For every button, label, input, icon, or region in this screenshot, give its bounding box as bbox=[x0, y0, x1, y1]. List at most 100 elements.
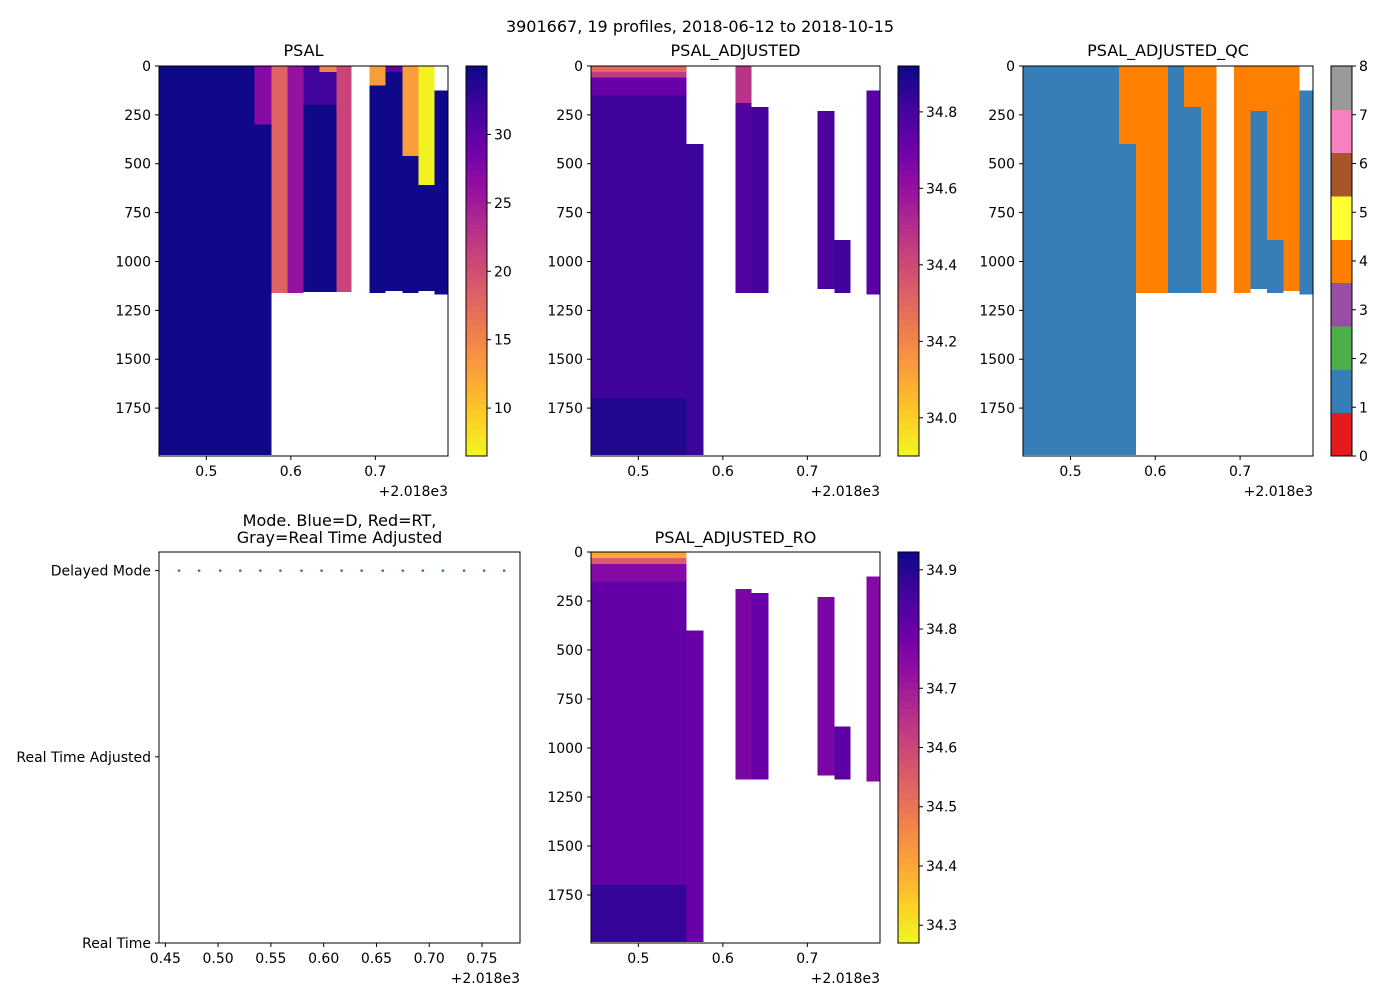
y-tick-label: 250 bbox=[556, 594, 583, 610]
colorbar-gradient-step bbox=[466, 92, 487, 100]
colorbar-gradient-step bbox=[898, 630, 919, 638]
colorbar-gradient-step bbox=[898, 571, 919, 579]
colorbar-gradient-step bbox=[898, 649, 919, 657]
heatmap-cell bbox=[1184, 66, 1202, 108]
heatmap-cell bbox=[1184, 107, 1202, 293]
colorbar-tick-label: 34.6 bbox=[926, 181, 957, 197]
scatter-point bbox=[259, 569, 262, 572]
colorbar-swatch bbox=[1331, 66, 1352, 110]
colorbar-gradient-step bbox=[898, 858, 919, 866]
colorbar-gradient-step bbox=[898, 326, 919, 334]
colorbar-gradient-step bbox=[466, 384, 487, 392]
colorbar-gradient-step bbox=[466, 98, 487, 106]
colorbar-gradient-step bbox=[898, 261, 919, 269]
colorbar-gradient-step bbox=[898, 916, 919, 925]
colorbar-gradient-step bbox=[466, 111, 487, 119]
colorbar-gradient-step bbox=[898, 832, 919, 840]
colorbar-gradient-step bbox=[466, 358, 487, 366]
colorbar-gradient-step bbox=[466, 144, 487, 152]
y-tick-label: 500 bbox=[556, 643, 583, 659]
x-tick-label: 0.6 bbox=[1144, 464, 1166, 480]
colorbar-gradient-step bbox=[898, 740, 919, 749]
x-tick-label: 0.5 bbox=[1059, 464, 1081, 480]
colorbar-tick-label: 0 bbox=[1359, 449, 1368, 465]
colorbar-gradient-step bbox=[898, 871, 919, 879]
colorbar-gradient-step bbox=[898, 643, 919, 651]
colorbar-gradient-step bbox=[898, 430, 919, 438]
colorbar: 10 15 20 25 30 bbox=[465, 65, 512, 457]
colorbar-gradient-step bbox=[898, 202, 919, 210]
colorbar-gradient-step bbox=[898, 111, 919, 119]
colorbar-tick-label: 25 bbox=[494, 196, 512, 212]
axes-frame bbox=[158, 551, 521, 944]
colorbar-gradient-step bbox=[898, 287, 919, 295]
colorbar-gradient-step bbox=[466, 196, 487, 204]
colorbar-gradient-step bbox=[898, 897, 919, 905]
heatmap-cell bbox=[735, 66, 752, 104]
colorbar-gradient-step bbox=[898, 267, 919, 275]
heatmap-cell bbox=[866, 90, 880, 295]
heatmap-cell bbox=[1118, 66, 1136, 145]
heatmap-cell bbox=[1151, 66, 1168, 293]
x-tick-label: 0.7 bbox=[796, 951, 818, 967]
colorbar-gradient-step bbox=[898, 597, 919, 605]
y-tick-label: 750 bbox=[556, 206, 583, 222]
y-tick-label: 1250 bbox=[115, 303, 151, 319]
colorbar-gradient-step bbox=[466, 157, 487, 165]
y-tick-label: 500 bbox=[988, 157, 1015, 173]
colorbar-gradient-step bbox=[466, 66, 487, 74]
colorbar-gradient-step bbox=[898, 812, 919, 820]
colorbar-gradient-step bbox=[898, 144, 919, 152]
heatmap-cell bbox=[402, 155, 419, 293]
colorbar-gradient-step bbox=[898, 669, 919, 677]
colorbar-gradient-step bbox=[466, 189, 487, 197]
heatmap-cell bbox=[591, 552, 687, 558]
colorbar-gradient-step bbox=[466, 72, 487, 80]
y-tick-label: 1000 bbox=[979, 254, 1015, 270]
colorbar-gradient-step bbox=[898, 371, 919, 379]
colorbar-gradient-step bbox=[898, 682, 919, 690]
heatmap-cell bbox=[287, 66, 304, 293]
colorbar-gradient-step bbox=[466, 137, 487, 145]
x-tick-label: 0.60 bbox=[308, 951, 339, 967]
colorbar-tick-label: 34.9 bbox=[926, 563, 957, 579]
heatmap-cell bbox=[735, 103, 752, 293]
heatmap-cell bbox=[434, 90, 448, 295]
colorbar-tick-label: 20 bbox=[494, 264, 512, 280]
colorbar-gradient-step bbox=[898, 274, 919, 282]
heatmap-cell bbox=[591, 563, 687, 582]
colorbar-gradient-step bbox=[466, 235, 487, 243]
axis-title-line2: Gray=Real Time Adjusted bbox=[237, 528, 443, 547]
colorbar-gradient-step bbox=[898, 378, 919, 386]
x-tick-label: 0.55 bbox=[255, 951, 286, 967]
y-tick-label: 1750 bbox=[979, 401, 1015, 417]
y-tick-label: 500 bbox=[556, 157, 583, 173]
colorbar-gradient-step bbox=[466, 118, 487, 126]
colorbar-tick-label: 34.8 bbox=[926, 622, 957, 638]
chart-mode: Mode. Blue=D, Red=RT,Gray=Real Time Adju… bbox=[16, 511, 521, 987]
heatmap-cell bbox=[254, 124, 272, 456]
scatter-point bbox=[381, 569, 385, 572]
colorbar-tick-label: 30 bbox=[494, 127, 512, 143]
x-tick-label: 0.65 bbox=[361, 951, 392, 967]
heatmap-cell bbox=[591, 95, 687, 399]
colorbar-gradient-step bbox=[898, 864, 919, 872]
y-tick-label: 0 bbox=[1006, 59, 1015, 75]
heatmap-cell bbox=[817, 110, 835, 289]
colorbar-gradient-step bbox=[898, 780, 919, 788]
scatter-point bbox=[502, 569, 506, 572]
heatmap-cell bbox=[1250, 66, 1268, 111]
colorbar-gradient-step bbox=[466, 293, 487, 301]
colorbar-gradient-step bbox=[898, 92, 919, 100]
y-tick-label: 1000 bbox=[115, 254, 151, 270]
colorbar-gradient-step bbox=[466, 397, 487, 405]
colorbar-gradient-step bbox=[898, 215, 919, 223]
scatter-point bbox=[320, 569, 323, 572]
x-offset-label: +2.018e3 bbox=[811, 971, 880, 987]
x-offset-label: +2.018e3 bbox=[1244, 484, 1313, 500]
colorbar-gradient-step bbox=[466, 339, 487, 347]
colorbar-gradient-step bbox=[466, 378, 487, 386]
scatter-point bbox=[462, 569, 466, 572]
heatmap-cell bbox=[834, 239, 851, 293]
scatter-points bbox=[177, 569, 506, 572]
